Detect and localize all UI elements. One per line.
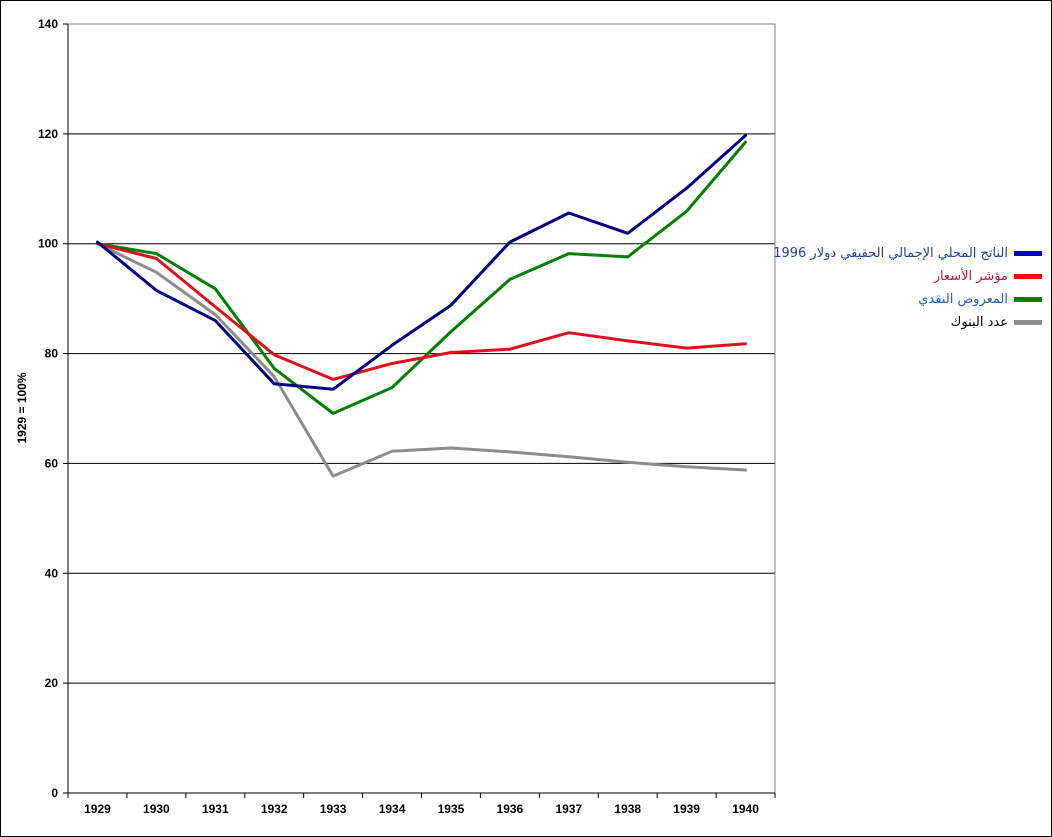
- legend: الناتج المحلي الإجمالي الحقيقي دولار 199…: [773, 242, 1042, 334]
- y-tick-label: 100: [38, 237, 58, 251]
- series-line-0: [96, 134, 747, 391]
- x-tick-label: 1939: [673, 802, 700, 816]
- legend-item: مؤشر الأسعار: [780, 265, 1042, 288]
- y-tick-label: 60: [45, 456, 59, 470]
- legend-swatch: [1014, 297, 1042, 302]
- y-tick-label: 0: [51, 786, 58, 800]
- x-tick-label: 1938: [614, 802, 641, 816]
- x-tick-label: 1930: [143, 802, 170, 816]
- x-tick-label: 1929: [84, 802, 111, 816]
- legend-label: الناتج المحلي الإجمالي الحقيقي دولار 199…: [773, 246, 1008, 261]
- legend-item: عدد البنوك: [780, 311, 1042, 334]
- legend-item: المعروض النقدي: [780, 288, 1042, 311]
- y-tick-label: 120: [38, 127, 58, 141]
- x-tick-label: 1932: [261, 802, 288, 816]
- legend-swatch: [1014, 274, 1042, 279]
- x-axis-ticks: 1929 1930 1931 1932 1933 1934 1935 1936 1937 1938…: [67, 793, 776, 816]
- axes: [67, 23, 776, 794]
- y-tick-label: 20: [45, 676, 59, 690]
- x-tick-label: 1931: [202, 802, 229, 816]
- series-line-2: [96, 140, 747, 415]
- x-tick-label: 1935: [438, 802, 465, 816]
- legend-swatch: [1014, 251, 1042, 256]
- legend-swatch: [1014, 320, 1042, 325]
- y-axis-ticks: 0 20 40 60 80 100 120 140: [38, 17, 68, 800]
- series-line-3: [96, 242, 747, 478]
- legend-item: الناتج المحلي الإجمالي الحقيقي دولار 199…: [773, 242, 1042, 265]
- series-lines: [96, 134, 747, 478]
- plot-area: [67, 23, 776, 794]
- y-axis-label: 1929 = 100%: [15, 372, 29, 443]
- legend-label: عدد البنوك: [950, 315, 1008, 330]
- y-tick-label: 80: [45, 347, 59, 361]
- y-tick-label: 140: [38, 17, 58, 31]
- x-tick-label: 1933: [320, 802, 347, 816]
- x-tick-label: 1937: [555, 802, 582, 816]
- y-tick-label: 40: [45, 566, 59, 580]
- x-tick-label: 1936: [497, 802, 524, 816]
- legend-label: مؤشر الأسعار: [933, 269, 1008, 284]
- series-line-1: [96, 242, 747, 381]
- legend-label: المعروض النقدي: [918, 292, 1008, 307]
- x-tick-label: 1940: [732, 802, 759, 816]
- gridlines: [68, 133, 775, 684]
- x-tick-label: 1934: [379, 802, 406, 816]
